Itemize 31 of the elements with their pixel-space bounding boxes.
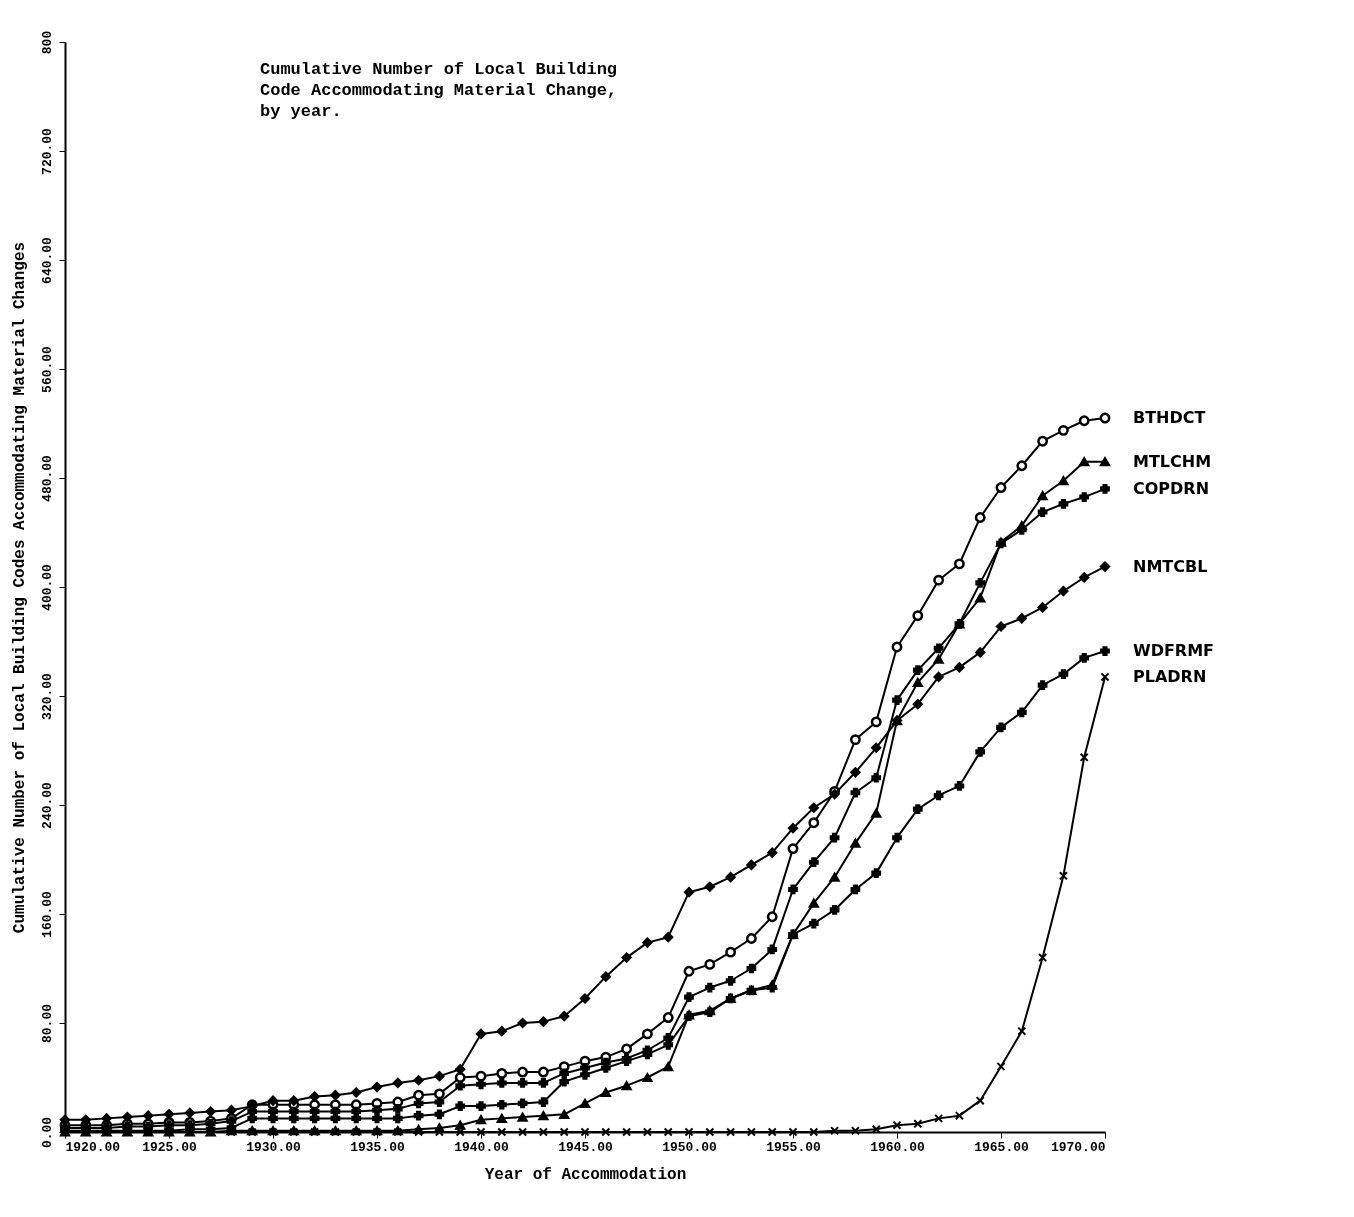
x-tick-label: 1930.00 <box>246 1139 301 1155</box>
x-tick-label: 1945.00 <box>558 1139 613 1155</box>
x-tick-label: 1970.00 <box>1050 1139 1106 1155</box>
series-label: WDFRMF <box>1133 641 1215 661</box>
y-tick-label: 480.00 <box>39 454 55 502</box>
x-tick-label: 1925.00 <box>142 1139 197 1155</box>
series-label: NMTCBL <box>1133 556 1208 576</box>
series-label: COPDRN <box>1133 478 1210 498</box>
y-tick-label: 160.00 <box>39 890 55 938</box>
x-tick-label: 1920.00 <box>65 1139 121 1155</box>
x-tick-label: 1955.00 <box>766 1139 821 1155</box>
text: Cumulative Number of Local Building Code Accommodating Material Change, by year. <box>260 60 618 122</box>
x-tick-label: 1935.00 <box>350 1139 405 1155</box>
y-tick-label: 0.00 <box>39 1116 55 1149</box>
x-axis-title: Year of Accommodation <box>484 1165 687 1184</box>
x-tick-label: 1960.00 <box>870 1139 925 1155</box>
y-tick-label: 240.00 <box>39 781 55 829</box>
series-label: MTLCHM <box>1133 451 1212 471</box>
series-label: BTHDCT <box>1133 408 1206 428</box>
y-tick-label: 800 <box>39 30 55 55</box>
series-label: PLADRN <box>1133 666 1207 686</box>
y-tick-label: 320.00 <box>39 672 55 720</box>
y-tick-label: 80.00 <box>39 1003 55 1044</box>
x-tick-label: 1940.00 <box>454 1139 509 1155</box>
x-tick-label: 1965.00 <box>974 1139 1029 1155</box>
y-axis-title: Cumulative Number of Local Building Codes Accommodating Material Changes <box>10 241 29 934</box>
y-tick-label: 400.00 <box>39 563 55 611</box>
y-tick-label: 640.00 <box>39 236 55 284</box>
y-tick-label: 560.00 <box>39 345 55 393</box>
x-tick-label: 1950.00 <box>662 1139 717 1155</box>
y-tick-label: 720.00 <box>39 127 55 175</box>
